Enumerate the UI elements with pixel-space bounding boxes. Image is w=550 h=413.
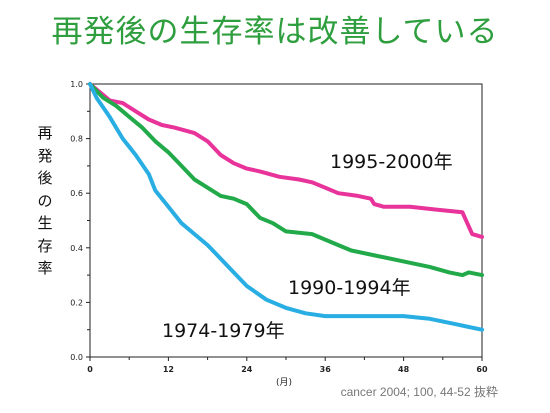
x-tick-label: 12 bbox=[163, 365, 174, 374]
y-tick-label: 1.0 bbox=[70, 80, 83, 89]
series-label-2: 1990-1994年 bbox=[288, 277, 411, 299]
plot-frame bbox=[89, 83, 483, 358]
x-axis-label: (月) bbox=[276, 377, 292, 388]
axes: 0.0 0.2 0.4 0.6 0.8 1.0 0 12 24 36 48 60 (月) bbox=[70, 80, 488, 388]
y-tick-label: 0.8 bbox=[70, 135, 83, 144]
y-axis-label-char: 再 bbox=[37, 124, 53, 142]
y-axis-label-char: 後 bbox=[37, 169, 53, 187]
x-tick-label: 48 bbox=[398, 365, 410, 374]
series-label-1: 1995-2000年 bbox=[330, 151, 453, 173]
y-axis-label-char: 存 bbox=[37, 236, 53, 255]
y-axis-label-char: 率 bbox=[37, 259, 53, 277]
series-line-3 bbox=[88, 82, 484, 332]
y-tick-label: 0.0 bbox=[70, 353, 83, 362]
y-tick-label: 0.4 bbox=[70, 244, 83, 253]
series-line-1 bbox=[88, 82, 484, 239]
y-axis-label: 再発後の生存率 bbox=[34, 122, 56, 280]
y-axis-label-char: 発 bbox=[37, 146, 53, 165]
x-tick-label: 36 bbox=[320, 365, 332, 374]
x-tick-label: 60 bbox=[476, 365, 488, 374]
y-axis-label-char: の bbox=[37, 191, 53, 210]
series-line-2 bbox=[88, 82, 484, 278]
y-axis-label-char: 生 bbox=[37, 214, 53, 232]
series-label-3: 1974-1979年 bbox=[162, 320, 285, 342]
series-lines bbox=[88, 82, 484, 332]
citation: cancer 2004; 100, 44-52 抜粋 bbox=[340, 385, 498, 399]
x-tick-label: 24 bbox=[241, 365, 253, 374]
x-tick-label: 0 bbox=[87, 365, 93, 374]
y-tick-label: 0.6 bbox=[70, 189, 83, 198]
y-tick-label: 0.2 bbox=[70, 298, 83, 307]
slide-title: 再発後の生存率は改善している bbox=[51, 14, 499, 50]
